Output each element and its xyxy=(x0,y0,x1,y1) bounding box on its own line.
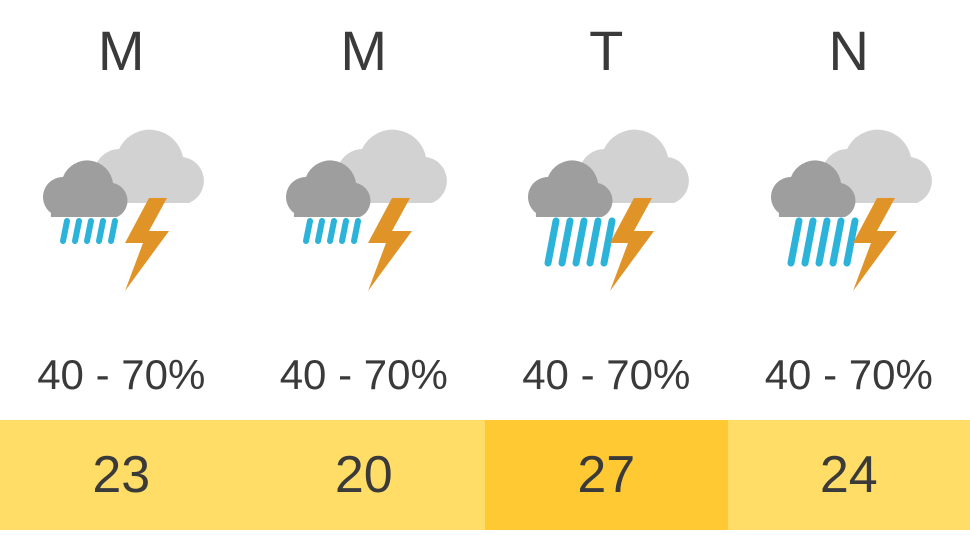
precip-label: 40 - 70% xyxy=(765,351,933,399)
temp-label: 24 xyxy=(820,445,878,505)
day-cell: M xyxy=(0,0,243,100)
temp-cell: 23 xyxy=(0,420,243,530)
temp-label: 23 xyxy=(92,445,150,505)
icon-cell xyxy=(243,100,486,330)
thunderstorm-icon xyxy=(749,113,949,318)
icon-cell xyxy=(0,100,243,330)
day-label: M xyxy=(98,18,145,83)
day-label: M xyxy=(340,18,387,83)
precip-cell: 40 - 70% xyxy=(243,330,486,420)
thunderstorm-icon xyxy=(21,113,221,318)
temperature-row: 23 20 27 24 xyxy=(0,420,970,530)
thunderstorm-icon xyxy=(506,113,706,318)
weather-icons-row xyxy=(0,100,970,330)
day-label: N xyxy=(829,18,869,83)
day-labels-row: M M T N xyxy=(0,0,970,100)
temp-cell: 27 xyxy=(485,420,728,530)
icon-cell xyxy=(728,100,970,330)
precip-label: 40 - 70% xyxy=(280,351,448,399)
thunderstorm-icon xyxy=(264,113,464,318)
temp-label: 20 xyxy=(335,445,393,505)
temp-label: 27 xyxy=(577,445,635,505)
day-label: T xyxy=(589,18,623,83)
temp-cell: 24 xyxy=(728,420,970,530)
precip-row: 40 - 70% 40 - 70% 40 - 70% 40 - 70% xyxy=(0,330,970,420)
icon-cell xyxy=(485,100,728,330)
precip-cell: 40 - 70% xyxy=(485,330,728,420)
day-cell: T xyxy=(485,0,728,100)
day-cell: N xyxy=(728,0,970,100)
precip-cell: 40 - 70% xyxy=(728,330,970,420)
precip-label: 40 - 70% xyxy=(522,351,690,399)
precip-label: 40 - 70% xyxy=(37,351,205,399)
weather-forecast-widget: M M T N xyxy=(0,0,970,546)
temp-cell: 20 xyxy=(243,420,486,530)
precip-cell: 40 - 70% xyxy=(0,330,243,420)
day-cell: M xyxy=(243,0,486,100)
